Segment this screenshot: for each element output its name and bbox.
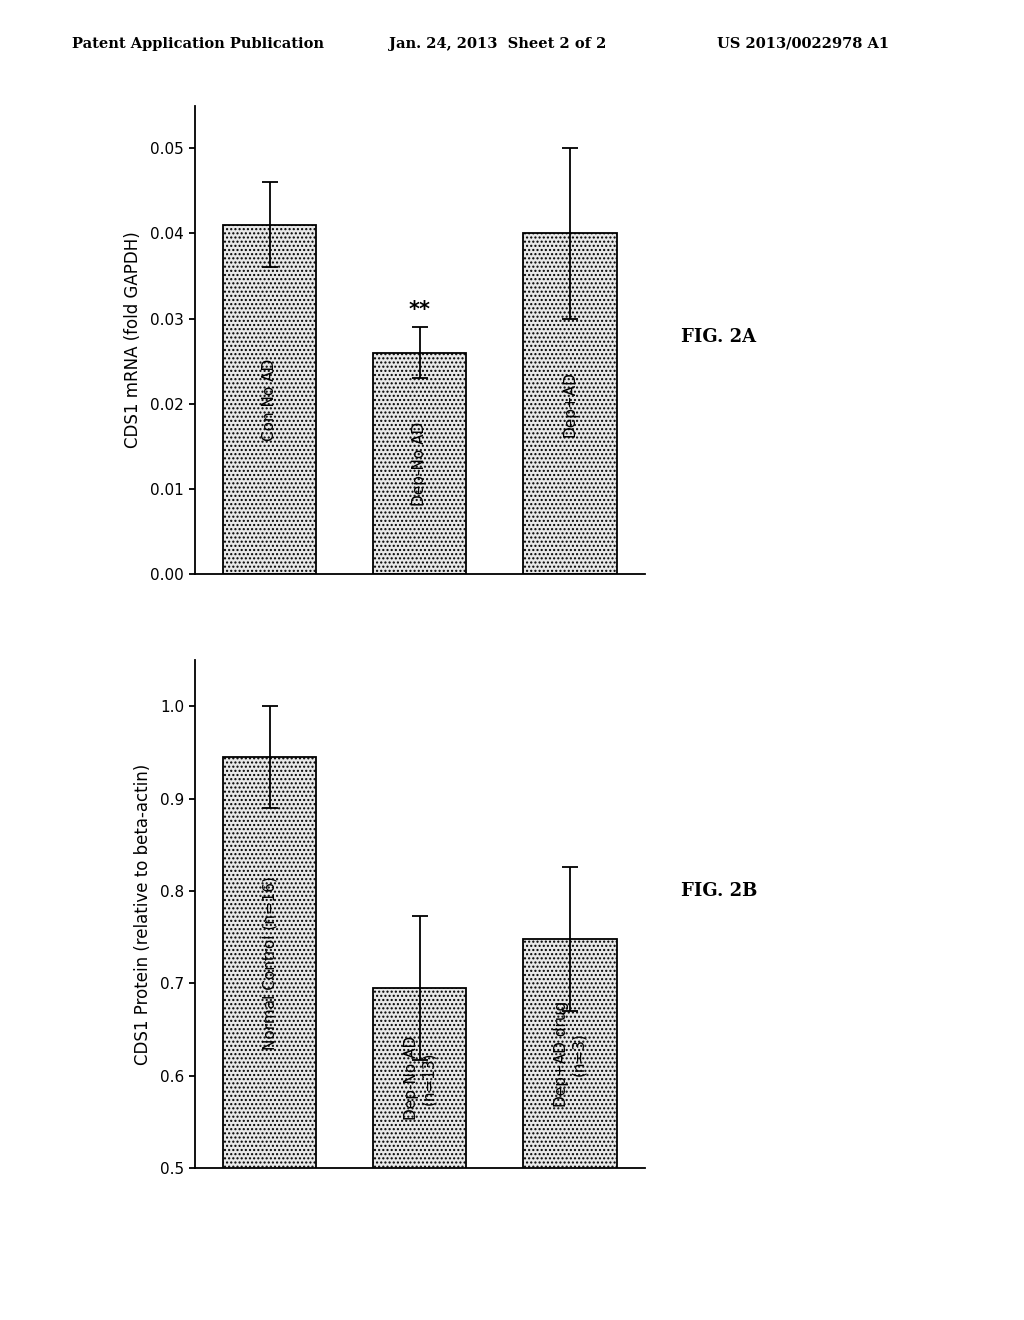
Text: Dep-No AD
(n=13): Dep-No AD (n=13) (403, 1036, 436, 1121)
Text: Jan. 24, 2013  Sheet 2 of 2: Jan. 24, 2013 Sheet 2 of 2 (389, 37, 606, 51)
Bar (223, 758, 316, 1320)
Y-axis label: CDS1 mRNA (fold GAPDH): CDS1 mRNA (fold GAPDH) (124, 231, 142, 449)
Text: **: ** (409, 301, 431, 321)
Text: Dep+AD: Dep+AD (562, 371, 578, 437)
Text: US 2013/0022978 A1: US 2013/0022978 A1 (717, 37, 889, 51)
Text: FIG. 2A: FIG. 2A (681, 327, 756, 346)
Text: Normal Control (n=16): Normal Control (n=16) (262, 875, 278, 1049)
Bar (223, 224, 316, 574)
Bar (523, 234, 616, 574)
Bar (374, 352, 466, 574)
Bar (374, 987, 466, 1320)
Y-axis label: CDS1 Protein (relative to beta-actin): CDS1 Protein (relative to beta-actin) (133, 763, 152, 1065)
Text: Dep-No AD: Dep-No AD (413, 421, 427, 506)
Text: Con No AD: Con No AD (262, 359, 278, 441)
Text: Dep+AD drug
(n=3): Dep+AD drug (n=3) (554, 1001, 586, 1106)
Text: FIG. 2B: FIG. 2B (681, 882, 758, 900)
Bar (523, 939, 616, 1320)
Text: Patent Application Publication: Patent Application Publication (72, 37, 324, 51)
